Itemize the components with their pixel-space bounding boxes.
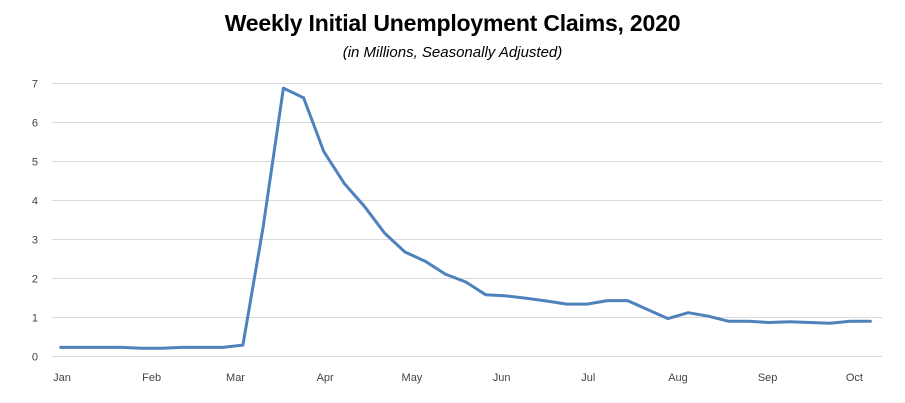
chart-title: Weekly Initial Unemployment Claims, 2020 xyxy=(224,10,681,36)
data-point xyxy=(160,347,163,350)
data-point xyxy=(120,346,123,349)
data-point xyxy=(100,346,103,349)
data-point xyxy=(302,96,305,99)
data-point xyxy=(363,205,366,208)
x-tick-label: Mar xyxy=(226,372,245,384)
y-tick-label: 6 xyxy=(32,118,38,130)
data-point xyxy=(687,311,690,314)
data-point xyxy=(241,344,244,347)
data-point xyxy=(464,280,467,283)
data-point xyxy=(545,300,548,303)
x-tick-label: Aug xyxy=(668,372,688,384)
data-point xyxy=(788,320,791,323)
data-point xyxy=(586,303,589,306)
x-tick-label: Jan xyxy=(53,372,71,384)
gridlines xyxy=(52,83,882,357)
y-axis-ticks: 0 1 2 3 4 5 6 7 xyxy=(32,79,38,364)
data-point xyxy=(403,250,406,253)
data-point xyxy=(79,346,82,349)
data-point xyxy=(383,232,386,235)
data-point xyxy=(849,320,852,323)
data-point xyxy=(828,322,831,325)
data-point xyxy=(667,317,670,320)
chart-subtitle: (in Millions, Seasonally Adjusted) xyxy=(342,44,563,61)
data-point xyxy=(262,226,265,229)
data-point xyxy=(59,346,62,349)
data-point xyxy=(808,321,811,324)
data-point xyxy=(140,347,143,350)
x-tick-label: Sep xyxy=(758,372,778,384)
data-point xyxy=(201,346,204,349)
x-tick-label: Jul xyxy=(581,372,595,384)
data-point xyxy=(727,320,730,323)
y-tick-label: 1 xyxy=(32,313,38,325)
data-point xyxy=(869,320,872,323)
data-point xyxy=(181,346,184,349)
data-point xyxy=(424,260,427,263)
data-point xyxy=(505,294,508,297)
x-tick-label: Oct xyxy=(846,372,863,384)
data-point xyxy=(768,321,771,324)
y-tick-label: 3 xyxy=(32,235,38,247)
x-axis-ticks: Jan Feb Mar Apr May Jun Jul Aug Sep Oct xyxy=(53,372,863,384)
data-point xyxy=(444,273,447,276)
series-layer xyxy=(59,86,872,350)
x-tick-label: Jun xyxy=(493,372,511,384)
x-tick-label: Apr xyxy=(317,372,334,384)
y-tick-label: 7 xyxy=(32,79,38,91)
y-tick-label: 4 xyxy=(32,196,38,208)
y-tick-label: 0 xyxy=(32,352,38,364)
data-point xyxy=(343,182,346,185)
data-point xyxy=(221,346,224,349)
x-tick-label: May xyxy=(402,372,423,384)
data-point xyxy=(707,315,710,318)
data-point xyxy=(282,87,285,90)
y-tick-label: 5 xyxy=(32,157,38,169)
series-line xyxy=(59,86,872,350)
x-tick-label: Feb xyxy=(142,372,161,384)
data-point xyxy=(484,293,487,296)
y-tick-label: 2 xyxy=(32,274,38,286)
data-point xyxy=(626,299,629,302)
data-point xyxy=(525,297,528,300)
data-point xyxy=(646,308,649,311)
data-point xyxy=(606,299,609,302)
data-point xyxy=(322,150,325,153)
data-point xyxy=(748,320,751,323)
data-point xyxy=(565,303,568,306)
